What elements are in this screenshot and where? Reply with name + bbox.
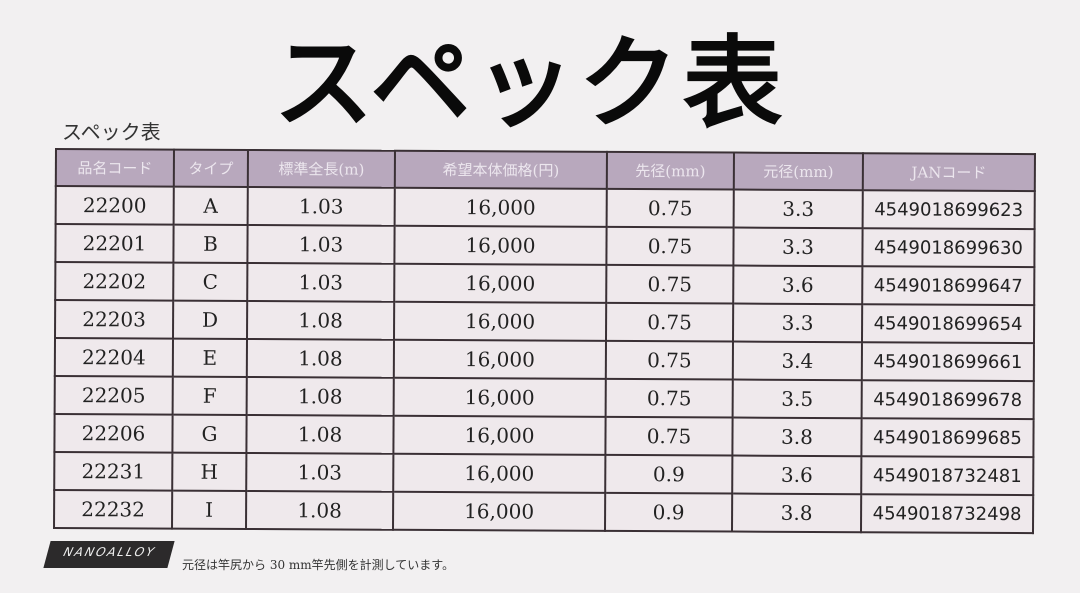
column-header: 品名コード (55, 149, 174, 187)
table-cell: F (172, 376, 247, 416)
table-cell: 22203 (55, 300, 174, 339)
table-cell: 16,000 (393, 339, 606, 379)
table-cell: 3.3 (732, 303, 863, 343)
table-cell: 4549018699661 (861, 342, 1034, 382)
table-cell: 1.08 (247, 301, 395, 340)
table-cell: 3.3 (733, 227, 863, 267)
table-cell: 3.5 (732, 379, 862, 419)
page-title: スペック表 (273, 25, 787, 142)
table-cell: 0.75 (605, 340, 733, 380)
table-cell: 4549018699623 (862, 190, 1035, 230)
table-cell: 16,000 (393, 453, 606, 493)
table-row: 22232 I 1.08 16,000 0.9 3.8 4549018732498 (54, 490, 1034, 534)
table-cell: 4549018699654 (861, 304, 1035, 344)
footnote: 元径は竿尻から 30 mm竿先側を計測しています。 (182, 558, 455, 572)
table-row: 22231 H 1.03 16,000 0.9 3.6 4549018732481 (54, 452, 1034, 496)
header-row: 品名コード タイプ 標準全長(m) 希望本体価格(円) 先径(mm) 元径(mm) JANコ… (55, 149, 1035, 192)
table-cell: 0.75 (605, 302, 734, 342)
table-row: 22205 F 1.08 16,000 0.75 3.5 4549018699678 (54, 376, 1034, 420)
table-cell: 1.03 (246, 453, 394, 492)
table-cell: 22232 (54, 490, 173, 529)
table-cell: D (173, 300, 248, 340)
table-cell: E (172, 338, 248, 378)
table-cell: 4549018732481 (861, 456, 1034, 496)
table-row: 22201 B 1.03 16,000 0.75 3.3 4549018699630 (55, 224, 1035, 268)
table-cell: 4549018699647 (862, 266, 1035, 306)
column-header: 元径(mm) (733, 152, 863, 191)
table-cell: 3.4 (732, 341, 862, 381)
table-cell: 1.03 (247, 225, 395, 264)
table-cell: 16,000 (393, 415, 606, 455)
column-header: 標準全長(m) (247, 150, 395, 188)
table-cell: 16,000 (394, 263, 607, 303)
table-cell: 4549018699630 (862, 228, 1035, 268)
column-header: 希望本体価格(円) (394, 150, 607, 189)
spec-table: 品名コード タイプ 標準全長(m) 希望本体価格(円) 先径(mm) 元径(mm) JANコ… (53, 148, 1036, 534)
table-cell: 1.03 (247, 263, 395, 302)
table-row: 22204 E 1.08 16,000 0.75 3.4 4549018699661 (54, 338, 1034, 382)
table-cell: 1.08 (246, 491, 394, 530)
table-cell: 3.6 (733, 265, 863, 305)
table-cell: 4549018699685 (861, 418, 1034, 458)
table-row: 22206 G 1.08 16,000 0.75 3.8 4549018699685 (54, 414, 1034, 458)
table-cell: 1.08 (246, 377, 394, 416)
table-cell: 4549018699678 (861, 380, 1034, 420)
table-cell: 22202 (55, 262, 174, 301)
table-caption: スペック表 (62, 120, 161, 144)
table-cell: 0.9 (605, 492, 733, 532)
column-header: タイプ (173, 149, 248, 188)
table-cell: 22205 (54, 376, 173, 415)
table-cell: 16,000 (393, 491, 606, 531)
table-cell: 4549018732498 (860, 494, 1034, 534)
table-row: 22202 C 1.03 16,000 0.75 3.6 4549018699647 (55, 262, 1035, 306)
table-cell: 0.9 (605, 454, 733, 494)
table-cell: 3.3 (733, 189, 863, 229)
table-cell: 3.8 (732, 417, 862, 457)
table-cell: 0.75 (606, 264, 734, 304)
table-cell: 0.75 (606, 188, 734, 228)
table-cell: 16,000 (394, 301, 607, 341)
table-cell: 1.08 (246, 415, 394, 454)
table-cell: 22200 (55, 186, 174, 225)
table-cell: C (173, 262, 248, 302)
column-header: 先径(mm) (606, 151, 734, 190)
table-cell: 0.75 (606, 226, 734, 266)
table-cell: 22204 (54, 338, 174, 377)
table-cell: 0.75 (605, 416, 733, 456)
table-cell: 16,000 (393, 377, 606, 417)
table-cell: H (172, 452, 247, 492)
table-cell: 16,000 (394, 187, 607, 227)
table-cell: 22206 (54, 414, 173, 453)
table-row: 22200 A 1.03 16,000 0.75 3.3 4549018699623 (55, 186, 1035, 230)
table-cell: 3.6 (732, 455, 862, 495)
column-header: JANコード (862, 153, 1035, 192)
table-cell: 22201 (55, 224, 174, 263)
table-cell: 16,000 (394, 225, 607, 265)
table-cell: G (172, 414, 247, 454)
table-cell: A (173, 186, 248, 226)
table-cell: I (172, 490, 247, 530)
table-row: 22203 D 1.08 16,000 0.75 3.3 4549018699654 (55, 300, 1035, 344)
table-cell: 22231 (54, 452, 173, 491)
table-cell: 0.75 (605, 378, 733, 418)
nanoalloy-logo: NANOALLOY (43, 541, 175, 568)
table-cell: 1.08 (246, 339, 395, 378)
table-cell: 3.8 (732, 493, 862, 533)
table-cell: 1.03 (247, 187, 395, 226)
table-cell: B (173, 224, 248, 264)
